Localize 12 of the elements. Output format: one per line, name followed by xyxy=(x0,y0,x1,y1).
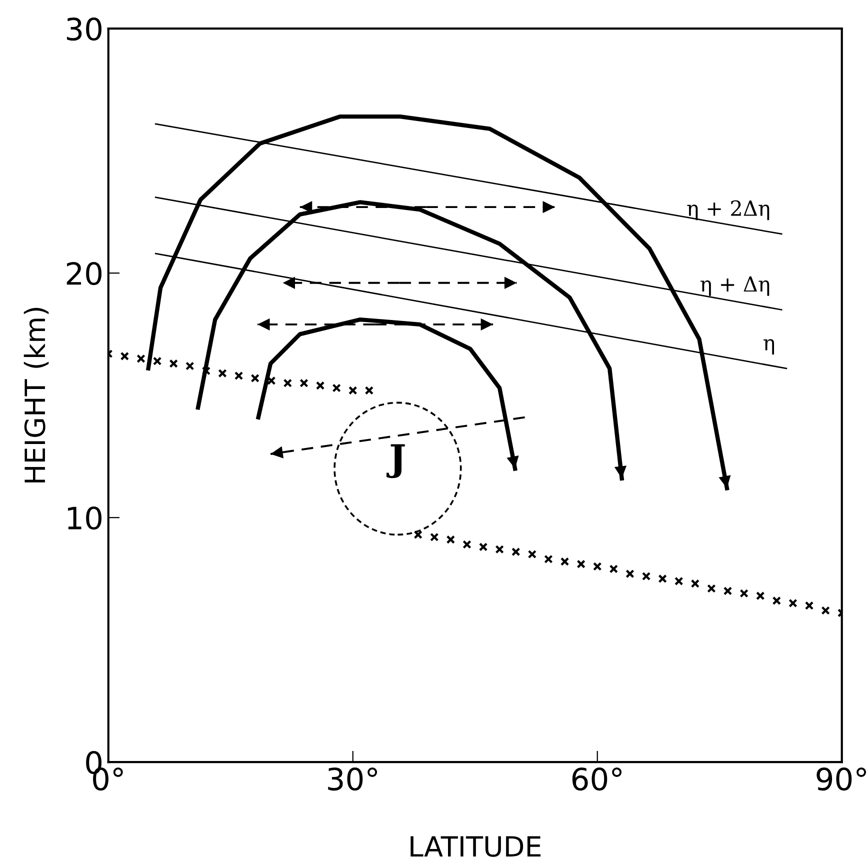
annotation: η xyxy=(764,339,774,355)
y-tick-label: 10 xyxy=(68,506,102,530)
y-tick-label: 30 xyxy=(66,18,102,41)
x-axis-title: LATITUDE xyxy=(410,836,541,857)
y-tick-label: 20 xyxy=(66,262,102,286)
x-tick-label: 60° xyxy=(572,767,622,791)
annotation: η + Δη xyxy=(700,276,770,296)
y-axis-title: HEIGHT (km) xyxy=(24,308,49,482)
annotation: J xyxy=(386,444,405,478)
x-tick-label: 90° xyxy=(816,767,866,791)
annotation: η + 2Δη xyxy=(687,200,770,220)
x-tick-label: 30° xyxy=(328,767,378,791)
